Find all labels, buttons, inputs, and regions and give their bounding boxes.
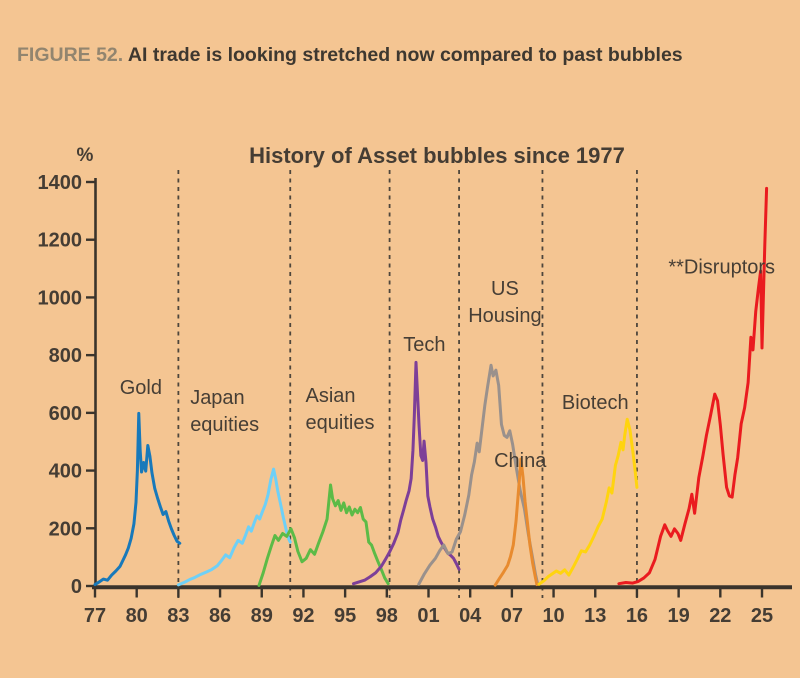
x-tick-label-10: 10 xyxy=(542,605,564,627)
x-tick-label-83: 83 xyxy=(167,605,189,627)
tech-series-line xyxy=(351,360,461,586)
y-tick-label-600: 600 xyxy=(49,403,82,425)
china-series-line xyxy=(493,457,539,587)
y-axis-unit-label: % xyxy=(77,145,94,166)
figure-title: AI trade is looking stretched now compar… xyxy=(127,44,683,66)
biotech-series-line xyxy=(537,417,639,586)
disruptors-series-line xyxy=(617,186,769,586)
label-china: China xyxy=(494,450,547,472)
label-japanequities: Japan equities xyxy=(190,387,259,436)
x-tick-label-22: 22 xyxy=(709,605,731,627)
x-tick-label-92: 92 xyxy=(292,605,314,627)
figure-caption: FIGURE 52. AI trade is looking stretched… xyxy=(17,40,689,71)
figure-number: FIGURE 52. xyxy=(17,44,124,66)
label-gold: Gold xyxy=(120,377,162,399)
y-tick-label-200: 200 xyxy=(49,518,82,540)
x-tick-label-13: 13 xyxy=(584,605,606,627)
x-tick-label-80: 80 xyxy=(126,605,148,627)
x-tick-label-77: 77 xyxy=(84,605,106,627)
x-tick-label-01: 01 xyxy=(417,605,439,627)
x-tick-label-86: 86 xyxy=(209,605,231,627)
label-biotech: Biotech xyxy=(562,392,629,414)
label-disruptors: **Disruptors xyxy=(668,256,775,278)
x-tick-label-89: 89 xyxy=(251,605,273,627)
x-tick-label-04: 04 xyxy=(459,605,482,627)
y-tick-label-1400: 1400 xyxy=(38,172,83,194)
label-tech: Tech xyxy=(403,334,445,356)
x-tick-label-98: 98 xyxy=(376,605,398,627)
chart-title: History of Asset bubbles since 1977 xyxy=(249,143,625,168)
y-tick-label-1000: 1000 xyxy=(38,287,83,309)
y-tick-label-400: 400 xyxy=(49,461,82,483)
label-asianequities: Asian equities xyxy=(306,385,375,434)
x-tick-label-07: 07 xyxy=(501,605,523,627)
x-tick-label-25: 25 xyxy=(751,605,773,627)
asian-equities-series-line xyxy=(257,483,390,587)
x-tick-label-19: 19 xyxy=(668,605,690,627)
y-tick-label-1200: 1200 xyxy=(38,230,83,252)
japan-equities-series-line xyxy=(176,467,292,587)
x-tick-label-95: 95 xyxy=(334,605,356,627)
y-tick-label-800: 800 xyxy=(49,345,82,367)
label-ushousing: US Housing xyxy=(468,278,541,327)
x-tick-label-16: 16 xyxy=(626,605,648,627)
y-tick-label-0: 0 xyxy=(71,576,82,598)
gold-series-line xyxy=(93,411,182,587)
us-housing-series-line xyxy=(417,363,540,586)
